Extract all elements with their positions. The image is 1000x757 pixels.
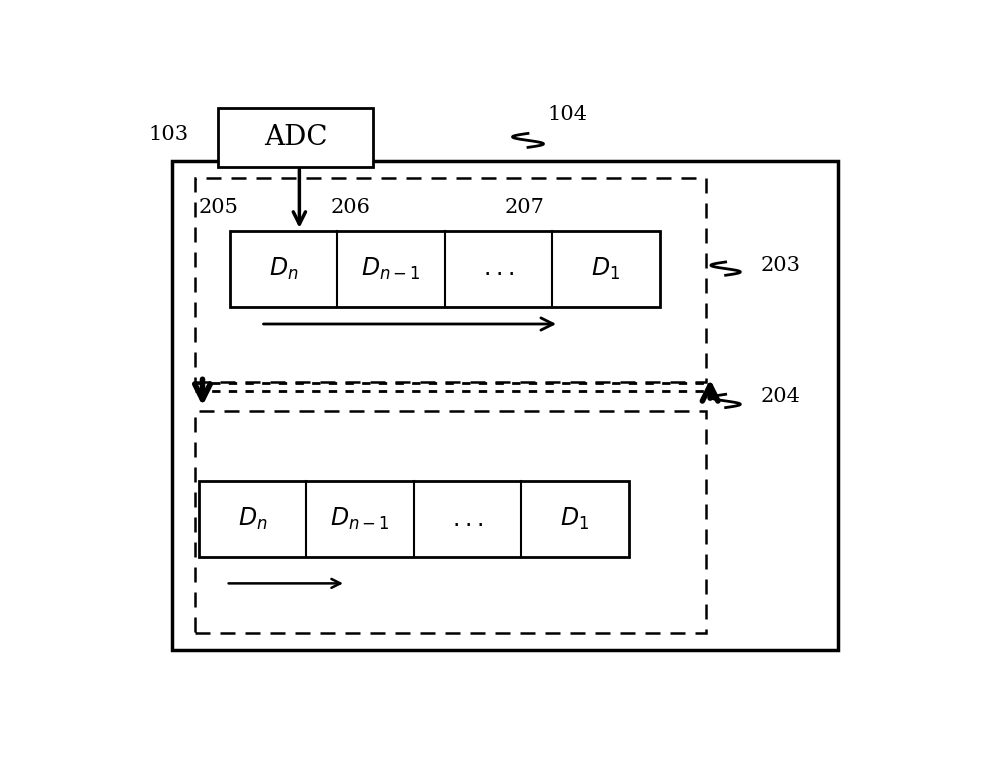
Text: $...$: $...$ [452,508,483,531]
Text: $D_{n-1}$: $D_{n-1}$ [330,506,390,532]
Text: 203: 203 [761,256,800,276]
Bar [172,160,838,650]
Bar [195,179,706,382]
Text: $D_{n-1}$: $D_{n-1}$ [361,256,421,282]
Text: $D_1$: $D_1$ [560,506,590,532]
Bar [230,231,660,307]
Bar [199,481,629,557]
Text: $...$: $...$ [483,257,514,280]
Bar [195,412,706,633]
Text: 103: 103 [148,125,188,144]
Text: 104: 104 [547,104,587,123]
Text: $D_n$: $D_n$ [269,256,298,282]
Text: ADC: ADC [264,124,327,151]
Text: 206: 206 [330,198,370,217]
Text: 204: 204 [761,388,800,407]
Bar [218,108,373,167]
Text: 205: 205 [199,198,239,217]
Text: $D_n$: $D_n$ [238,506,267,532]
Text: $D_1$: $D_1$ [591,256,621,282]
Text: 207: 207 [505,198,545,217]
